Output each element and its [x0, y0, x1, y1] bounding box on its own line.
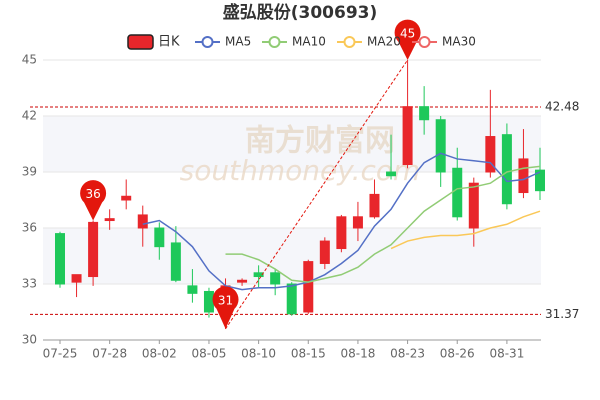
y-tick-label: 30: [22, 333, 37, 347]
grid-band: [43, 116, 541, 172]
candle-body: [121, 195, 132, 201]
y-tick-label: 36: [22, 221, 37, 235]
candle-body: [485, 136, 496, 173]
watermark: 南方财富网: [245, 124, 395, 159]
candle-body: [535, 169, 545, 192]
marker-shape: [212, 286, 239, 329]
y-tick-label: 39: [22, 165, 37, 179]
candle-body: [104, 218, 115, 222]
watermark-sub: southmoney.com: [180, 154, 421, 187]
marker-pin: 45: [394, 19, 421, 60]
legend-dot: [343, 36, 356, 48]
trend-connector: [225, 59, 409, 330]
x-tick-label: 07-25: [43, 347, 78, 361]
ma-line: [142, 152, 541, 291]
candle-body: [518, 158, 529, 194]
legend-swatch: [127, 34, 154, 50]
marker-label: 36: [85, 187, 100, 201]
candle-body: [402, 106, 413, 166]
legend-label: MA20: [367, 35, 401, 49]
ma-line: [390, 210, 541, 250]
ma-line: [225, 165, 541, 283]
reference-label: 31.37: [545, 307, 579, 321]
candle-body: [154, 227, 165, 248]
chart-title: 盛弘股份(300693): [223, 2, 378, 23]
legend-dot: [418, 36, 431, 48]
candle-body: [319, 240, 330, 264]
legend-dot: [268, 36, 281, 48]
candle-body: [468, 182, 479, 229]
candle-body: [137, 214, 148, 229]
legend-label: MA10: [292, 35, 326, 49]
marker-pin: 31: [212, 286, 239, 329]
legend-label: MA5: [225, 35, 251, 49]
marker-pin: 36: [80, 180, 107, 221]
candle-body: [270, 272, 281, 285]
candle-body: [369, 193, 380, 218]
x-tick-label: 08-02: [142, 347, 177, 361]
x-tick-label: 08-05: [192, 347, 227, 361]
candle-body: [170, 242, 181, 281]
candle-body: [419, 106, 430, 121]
candle-body: [352, 216, 363, 229]
x-tick-label: 08-26: [440, 347, 475, 361]
candle-body: [203, 290, 214, 313]
legend-label: 日K: [158, 35, 180, 50]
candle-body: [55, 233, 65, 285]
marker-label: 45: [400, 27, 415, 41]
y-tick-label: 45: [22, 53, 37, 67]
legend-dot: [201, 36, 214, 48]
marker-label: 31: [218, 293, 233, 307]
y-tick-label: 33: [22, 277, 37, 291]
x-tick-label: 08-31: [489, 347, 524, 361]
candle-body: [88, 221, 99, 278]
candle-body: [452, 167, 463, 218]
candle-body: [237, 279, 248, 283]
legend-label: MA30: [442, 35, 476, 49]
candle-body: [71, 274, 82, 283]
x-tick-label: 08-10: [241, 347, 276, 361]
candle-body: [386, 171, 397, 177]
candle-body: [253, 272, 264, 278]
grid-band: [43, 228, 541, 284]
marker-shape: [394, 19, 421, 60]
candle-body: [303, 261, 314, 313]
candle-body: [336, 216, 347, 250]
x-tick-label: 08-23: [390, 347, 425, 361]
y-tick-label: 42: [22, 109, 37, 123]
x-tick-label: 08-15: [291, 347, 326, 361]
candle-body: [501, 134, 512, 205]
candle-body: [435, 119, 446, 173]
x-tick-label: 07-28: [92, 347, 127, 361]
x-tick-label: 08-18: [340, 347, 375, 361]
candle-body: [187, 285, 198, 294]
candle-body: [286, 283, 297, 315]
marker-shape: [80, 180, 107, 221]
reference-label: 42.48: [545, 100, 579, 114]
